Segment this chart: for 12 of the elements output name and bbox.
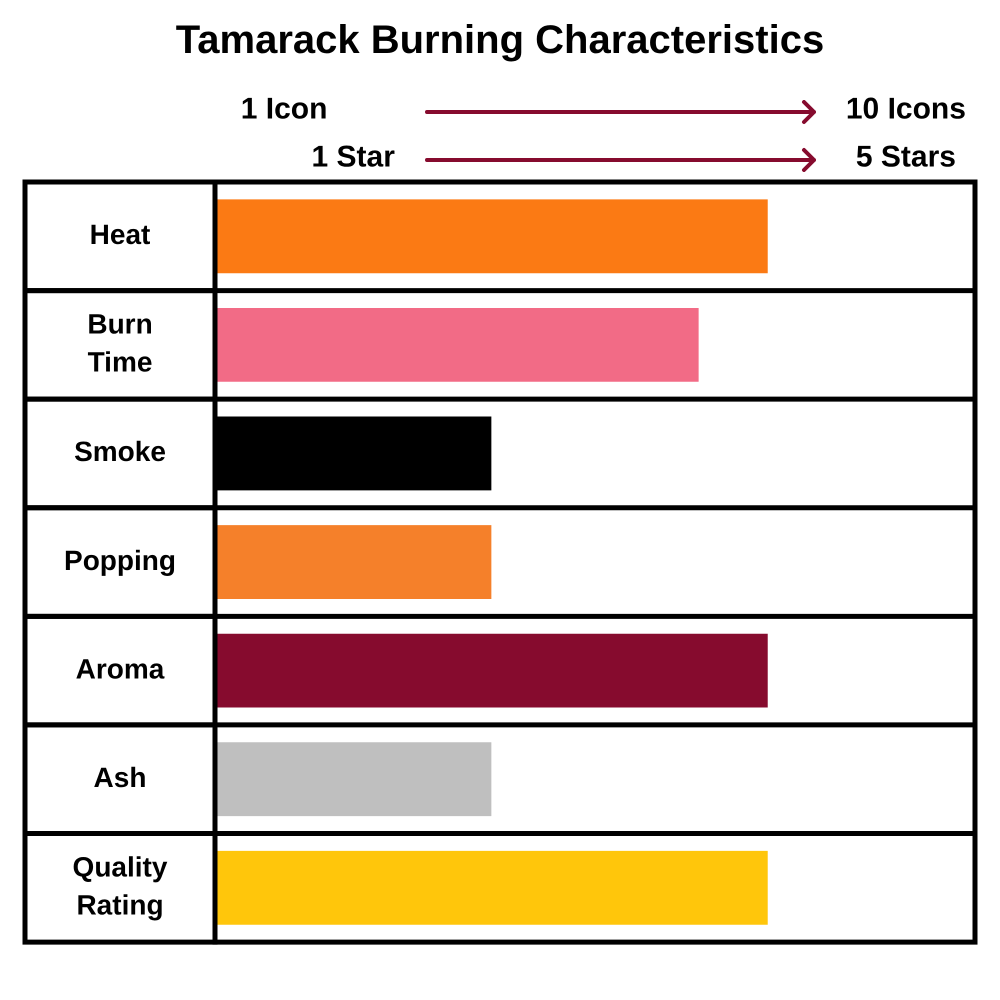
x2-tick-label: 5 Stars (856, 140, 956, 174)
y-tick-label: Popping (64, 544, 176, 576)
x2-tick-label: 1 Star (311, 140, 396, 174)
y-tick-label: Ash (94, 762, 146, 793)
y-tick-label: Burn Time (87, 308, 153, 378)
y-tick-label: Smoke (74, 436, 166, 468)
x-tick-label: 1 Icon (240, 92, 328, 126)
y-tick-label: Heat (90, 219, 150, 250)
y-tick-label: Quality Rating (72, 852, 168, 920)
chart-title: Tamarack Burning Characteristics (176, 18, 824, 62)
x-tick-label: 10 Icons (846, 92, 966, 126)
y-tick-label: Aroma (76, 653, 165, 684)
